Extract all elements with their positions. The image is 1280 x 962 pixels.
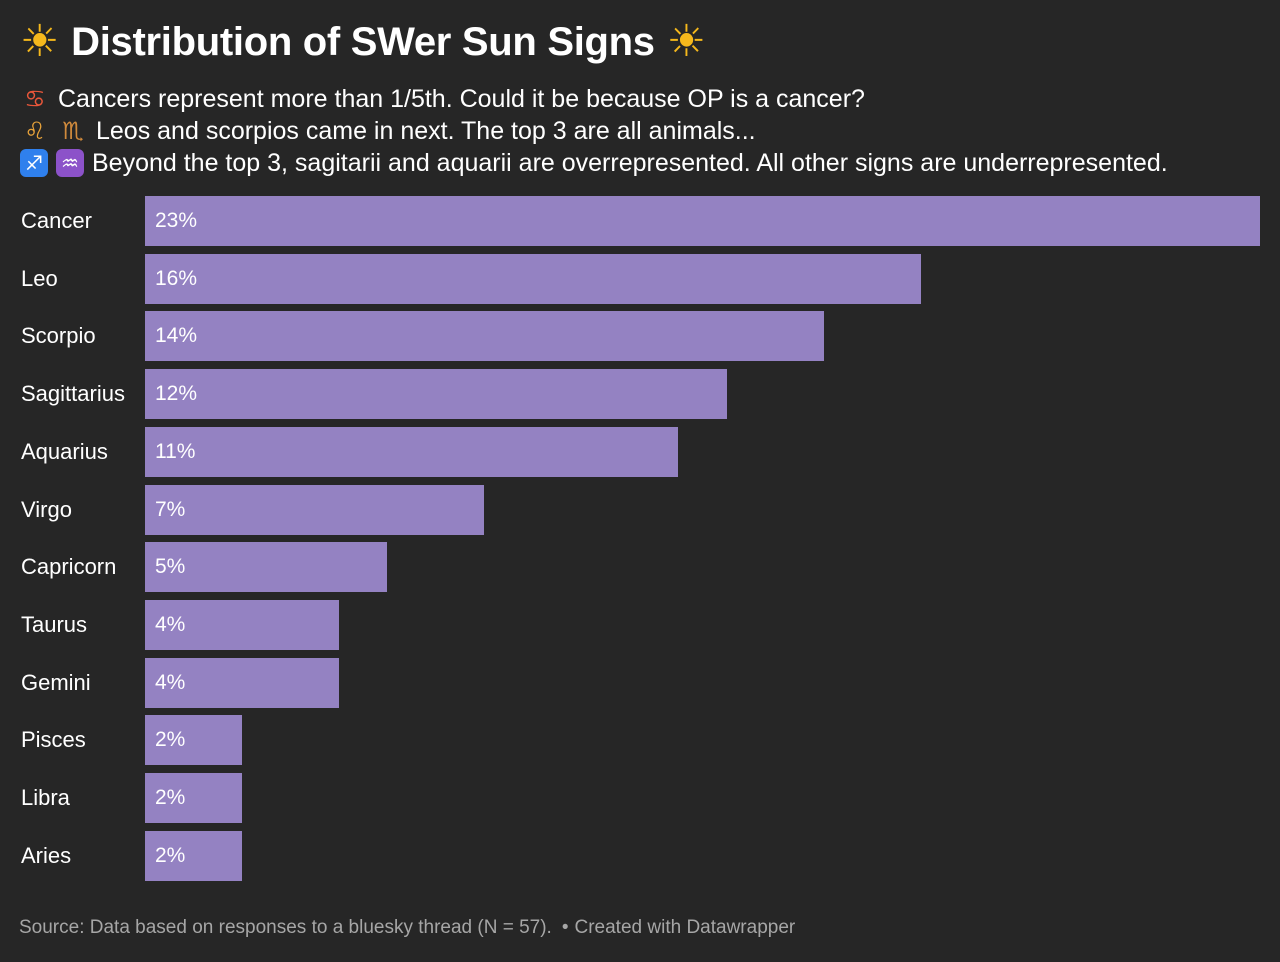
bar-value-label: 4% bbox=[155, 671, 186, 694]
bar-value-label: 23% bbox=[155, 209, 198, 232]
bar-virgo[interactable] bbox=[145, 485, 484, 535]
subtitle-line-1: ♋ Cancers represent more than 1/5th. Cou… bbox=[20, 83, 1168, 115]
bar-value-label: 5% bbox=[155, 555, 186, 578]
bar-taurus[interactable] bbox=[145, 600, 339, 650]
subtitle-text-1: Cancers represent more than 1/5th. Could… bbox=[58, 85, 865, 113]
bar-value-label: 4% bbox=[155, 613, 186, 636]
bar-sagittarius[interactable] bbox=[145, 369, 727, 419]
bar-scorpio[interactable] bbox=[145, 311, 824, 361]
bar-chart: Cancer 23% Leo 16% Scorpio 14% Sagittarius 12% A… bbox=[0, 196, 1280, 886]
bar-value-label: 12% bbox=[155, 382, 198, 405]
crab-icon: ♋ bbox=[24, 85, 46, 113]
bar-leo[interactable] bbox=[145, 254, 921, 304]
category-label: Leo bbox=[21, 266, 58, 291]
category-label: Virgo bbox=[21, 497, 72, 522]
footer-separator: • bbox=[561, 917, 569, 938]
bar-libra[interactable] bbox=[145, 773, 242, 823]
bar-gemini[interactable] bbox=[145, 658, 339, 708]
category-label: Libra bbox=[21, 785, 70, 810]
source-note: Source: Data based on responses to a blu… bbox=[19, 917, 552, 938]
aquarius-icon: ♒ bbox=[56, 149, 84, 177]
bar-value-label: 2% bbox=[155, 786, 186, 809]
category-label: Aries bbox=[21, 843, 72, 868]
category-label: Aquarius bbox=[21, 439, 108, 464]
subtitle-text-2: Leos and scorpios came in next. The top … bbox=[96, 117, 756, 145]
bar-cancer[interactable] bbox=[145, 196, 1260, 246]
bar-value-label: 14% bbox=[155, 324, 198, 347]
chart-title: ☀ Distribution of SWer Sun Signs ☀ bbox=[20, 14, 706, 70]
sagittarius-icon: ♐ bbox=[20, 149, 48, 177]
subtitle-line-3: ♐ ♒ Beyond the top 3, sagitarii and aqua… bbox=[20, 147, 1168, 179]
chart-footer: Source: Data based on responses to a blu… bbox=[19, 917, 795, 939]
subtitle-line-2: ♌ ♏ Leos and scorpios came in next. The … bbox=[20, 115, 1168, 147]
bar-value-label: 2% bbox=[155, 844, 186, 867]
lion-face-icon: ♌ bbox=[24, 117, 46, 145]
category-label: Scorpio bbox=[21, 323, 96, 348]
bar-aries[interactable] bbox=[145, 831, 242, 881]
category-label: Sagittarius bbox=[21, 381, 125, 406]
chart-subtitle: ♋ Cancers represent more than 1/5th. Cou… bbox=[20, 83, 1168, 179]
sun-with-face-icon: ☀ bbox=[666, 16, 706, 67]
category-label: Pisces bbox=[21, 727, 86, 752]
datawrapper-credit[interactable]: Created with Datawrapper bbox=[574, 917, 796, 938]
bar-aquarius[interactable] bbox=[145, 427, 678, 477]
subtitle-text-3: Beyond the top 3, sagitarii and aquarii … bbox=[92, 149, 1168, 177]
bar-pisces[interactable] bbox=[145, 715, 242, 765]
sun-with-face-icon: ☀ bbox=[20, 16, 60, 67]
bar-value-label: 2% bbox=[155, 728, 186, 751]
bar-value-label: 11% bbox=[155, 440, 196, 463]
scorpion-icon: ♏ bbox=[62, 117, 84, 145]
category-label: Capricorn bbox=[21, 554, 117, 579]
bar-value-label: 16% bbox=[155, 267, 198, 290]
category-label: Gemini bbox=[21, 670, 91, 695]
bar-value-label: 7% bbox=[155, 498, 186, 521]
category-label: Taurus bbox=[21, 612, 88, 637]
bar-capricorn[interactable] bbox=[145, 542, 387, 592]
chart-title-text: Distribution of SWer Sun Signs bbox=[71, 19, 655, 64]
category-label: Cancer bbox=[21, 208, 92, 233]
